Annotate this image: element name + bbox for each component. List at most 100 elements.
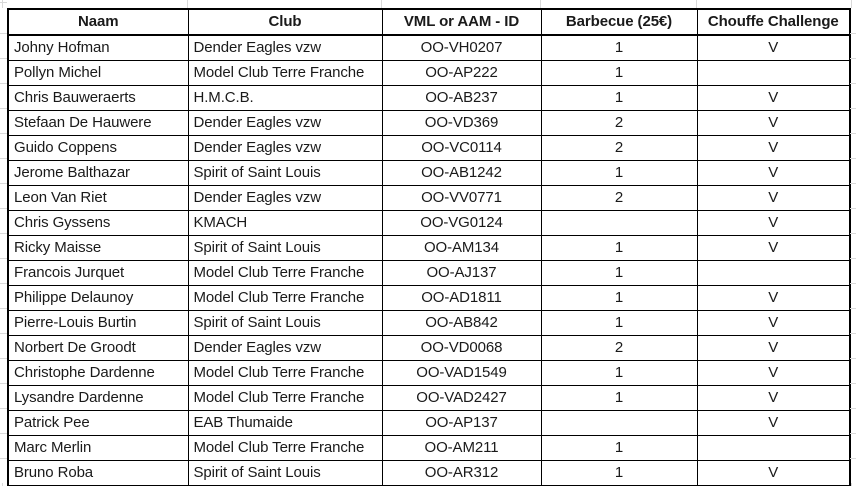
cell-chouffe[interactable]: V [696,285,851,311]
gridline-stub [0,308,7,309]
cell-naam[interactable]: Bruno Roba [7,460,189,486]
cell-naam[interactable]: Lysandre Dardenne [7,385,189,411]
cell-barbecue[interactable]: 1 [540,310,698,336]
cell-naam[interactable]: Norbert De Groodt [7,335,189,361]
cell-barbecue[interactable]: 1 [540,235,698,261]
cell-barbecue[interactable]: 1 [540,435,698,461]
cell-id[interactable]: OO-VAD2427 [381,385,542,411]
cell-club[interactable]: Spirit of Saint Louis [187,460,383,486]
cell-club[interactable]: Dender Eagles vzw [187,135,383,161]
cell-id[interactable]: OO-VG0124 [381,210,542,236]
column-header-barbecue[interactable]: Barbecue (25€) [540,8,698,36]
cell-club[interactable]: Model Club Terre Franche [187,60,383,86]
cell-naam[interactable]: Stefaan De Hauwere [7,110,189,136]
cell-id[interactable]: OO-AJ137 [381,260,542,286]
cell-barbecue[interactable]: 1 [540,285,698,311]
cell-naam[interactable]: Johny Hofman [7,34,189,61]
cell-barbecue[interactable]: 1 [540,260,698,286]
cell-club[interactable]: Model Club Terre Franche [187,285,383,311]
cell-club[interactable]: Spirit of Saint Louis [187,160,383,186]
gridline-stub [0,208,7,209]
cell-barbecue[interactable]: 2 [540,135,698,161]
cell-barbecue[interactable]: 1 [540,460,698,486]
cell-id[interactable]: OO-VV0771 [381,185,542,211]
cell-club[interactable]: Spirit of Saint Louis [187,310,383,336]
cell-naam[interactable]: Pollyn Michel [7,60,189,86]
cell-chouffe[interactable] [696,435,851,461]
cell-barbecue[interactable]: 1 [540,360,698,386]
cell-id[interactable]: OO-VD0068 [381,335,542,361]
cell-club[interactable]: Dender Eagles vzw [187,110,383,136]
cell-id[interactable]: OO-AD1811 [381,285,542,311]
cell-naam[interactable]: Guido Coppens [7,135,189,161]
cell-chouffe[interactable]: V [696,110,851,136]
cell-club[interactable]: KMACH [187,210,383,236]
cell-chouffe[interactable]: V [696,410,851,436]
cell-chouffe[interactable] [696,260,851,286]
table-row: Philippe Delaunoy Model Club Terre Franch… [7,285,851,311]
cell-club[interactable]: H.M.C.B. [187,85,383,111]
gridline-stub [0,83,7,84]
cell-barbecue[interactable]: 1 [540,385,698,411]
cell-id[interactable]: OO-AR312 [381,460,542,486]
cell-chouffe[interactable]: V [696,160,851,186]
cell-barbecue[interactable]: 1 [540,60,698,86]
cell-naam[interactable]: Pierre-Louis Burtin [7,310,189,336]
cell-club[interactable]: EAB Thumaide [187,410,383,436]
cell-naam[interactable]: Jerome Balthazar [7,160,189,186]
column-header-chouffe[interactable]: Chouffe Challenge [696,8,851,36]
cell-id[interactable]: OO-AB842 [381,310,542,336]
cell-club[interactable]: Model Club Terre Franche [187,360,383,386]
cell-barbecue[interactable]: 2 [540,335,698,361]
cell-id[interactable]: OO-AP222 [381,60,542,86]
cell-barbecue[interactable]: 1 [540,34,698,61]
cell-chouffe[interactable]: V [696,460,851,486]
cell-barbecue[interactable]: 2 [540,185,698,211]
cell-id[interactable]: OO-AP137 [381,410,542,436]
cell-id[interactable]: OO-VAD1549 [381,360,542,386]
cell-naam[interactable]: Philippe Delaunoy [7,285,189,311]
cell-naam[interactable]: Chris Bauweraerts [7,85,189,111]
gridline-stub [850,258,856,259]
cell-id[interactable]: OO-AM134 [381,235,542,261]
cell-club[interactable]: Dender Eagles vzw [187,185,383,211]
cell-naam[interactable]: Chris Gyssens [7,210,189,236]
cell-id[interactable]: OO-AM211 [381,435,542,461]
cell-chouffe[interactable]: V [696,34,851,61]
cell-club[interactable]: Model Club Terre Franche [187,385,383,411]
cell-id[interactable]: OO-VD369 [381,110,542,136]
cell-chouffe[interactable]: V [696,310,851,336]
cell-barbecue[interactable]: 1 [540,160,698,186]
cell-id[interactable]: OO-AB1242 [381,160,542,186]
cell-chouffe[interactable]: V [696,335,851,361]
cell-chouffe[interactable]: V [696,135,851,161]
cell-barbecue[interactable] [540,410,698,436]
cell-chouffe[interactable]: V [696,210,851,236]
cell-chouffe[interactable] [696,60,851,86]
cell-chouffe[interactable]: V [696,185,851,211]
column-header-naam[interactable]: Naam [7,8,189,36]
cell-naam[interactable]: Marc Merlin [7,435,189,461]
cell-club[interactable]: Dender Eagles vzw [187,335,383,361]
cell-chouffe[interactable]: V [696,360,851,386]
cell-club[interactable]: Dender Eagles vzw [187,34,383,61]
cell-id[interactable]: OO-VC0114 [381,135,542,161]
column-header-id[interactable]: VML or AAM - ID [381,8,542,36]
cell-naam[interactable]: Christophe Dardenne [7,360,189,386]
cell-chouffe[interactable]: V [696,385,851,411]
cell-id[interactable]: OO-VH0207 [381,34,542,61]
cell-chouffe[interactable]: V [696,85,851,111]
cell-club[interactable]: Spirit of Saint Louis [187,235,383,261]
cell-barbecue[interactable]: 2 [540,110,698,136]
cell-barbecue[interactable]: 1 [540,85,698,111]
cell-naam[interactable]: Ricky Maisse [7,235,189,261]
cell-club[interactable]: Model Club Terre Franche [187,435,383,461]
cell-naam[interactable]: Francois Jurquet [7,260,189,286]
cell-naam[interactable]: Patrick Pee [7,410,189,436]
cell-naam[interactable]: Leon Van Riet [7,185,189,211]
cell-barbecue[interactable] [540,210,698,236]
cell-id[interactable]: OO-AB237 [381,85,542,111]
cell-club[interactable]: Model Club Terre Franche [187,260,383,286]
cell-chouffe[interactable]: V [696,235,851,261]
column-header-club[interactable]: Club [187,8,383,36]
